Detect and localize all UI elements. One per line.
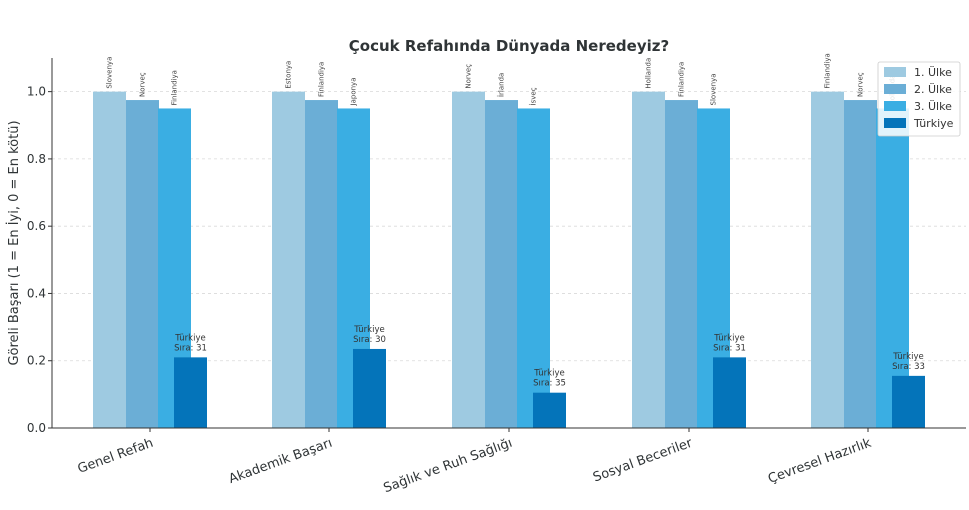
turkiye-label-line: Türkiye: [892, 352, 923, 362]
x-tick-label: Sağlık ve Ruh Sağlığı: [382, 436, 515, 497]
legend-label: 2. Ülke: [914, 83, 952, 96]
bar-label: Finlandiya: [678, 62, 686, 97]
bar-label: Finlandiya: [318, 62, 326, 97]
turkiye-label-line: Türkiye: [174, 333, 205, 343]
turkiye-label-line: Sıra: 30: [353, 335, 386, 345]
bar-2-lke-1: [305, 100, 338, 428]
y-tick-label: 0.0: [27, 421, 46, 435]
legend-label: 3. Ülke: [914, 100, 952, 113]
bar-label: Finlandiya: [171, 70, 179, 105]
legend-box: [877, 61, 961, 137]
y-tick-label: 0.4: [27, 286, 46, 300]
bar-t-rkiye-0: [174, 357, 207, 428]
bar-label: Norveç: [465, 64, 473, 89]
bar-label: Japonya: [350, 78, 358, 107]
x-tick-label: Akademik Başarı: [227, 436, 334, 487]
bar-3-lke-4: [876, 108, 909, 429]
turkiye-label: Türkiye Sıra: 33: [892, 352, 925, 372]
turkiye-label-line: Sıra: 31: [713, 343, 746, 353]
bar-t-rkiye-1: [353, 348, 386, 428]
x-tick-label: Sosyal Beceriler: [591, 435, 695, 485]
y-tick-label: 0.6: [27, 219, 46, 233]
bar-1-lke-4: [811, 91, 844, 429]
bar-t-rkiye-4: [892, 375, 925, 428]
y-tick-label: 1.0: [27, 85, 46, 99]
x-tick-label: Çevresel Hazırlık: [766, 436, 874, 487]
legend-label: 1. Ülke: [914, 66, 952, 79]
bar-1-lke-1: [272, 91, 305, 429]
chart-title: Çocuk Refahında Dünyada Neredeyiz?: [349, 37, 669, 55]
turkiye-label-line: Sıra: 33: [892, 362, 925, 372]
bar-3-lke-2: [517, 108, 550, 429]
turkiye-label: Türkiye Sıra: 31: [174, 333, 207, 353]
bar-1-lke-2: [452, 91, 485, 429]
turkiye-label-line: Sıra: 35: [533, 379, 566, 389]
x-ticks: Genel Refah Akademik Başarı Sağlık ve Ruh …: [76, 428, 874, 496]
y-tick-label: 0.2: [27, 354, 46, 368]
bar-label: Finlandiya: [824, 53, 832, 88]
turkiye-label: Türkiye Sıra: 31: [713, 333, 746, 353]
bar-1-lke-3: [632, 91, 665, 429]
bar-2-lke-4: [844, 100, 877, 428]
legend: 1. Ülke 2. Ülke 3. Ülke Türkiye: [877, 61, 961, 137]
bar-1-lke-0: [93, 91, 126, 429]
legend-label: Türkiye: [913, 117, 954, 130]
turkiye-label: Türkiye Sıra: 30: [353, 325, 386, 345]
turkiye-label: Türkiye Sıra: 35: [533, 369, 566, 389]
bar-2-lke-3: [665, 100, 698, 428]
legend-swatch: [884, 101, 906, 111]
y-axis-label: Göreli Başarı (1 = En İyi, 0 = En kötü): [6, 120, 22, 365]
turkiye-label-line: Türkiye: [533, 369, 564, 379]
bar-label: Slovenya: [106, 57, 114, 89]
bar-label: Estonya: [285, 61, 293, 89]
y-tick-label: 0.8: [27, 152, 46, 166]
turkiye-label-line: Türkiye: [353, 325, 384, 335]
legend-swatch: [884, 67, 906, 77]
legend-swatch: [884, 118, 906, 128]
bar-t-rkiye-3: [713, 357, 746, 428]
legend-swatch: [884, 84, 906, 94]
bar-label: İrlanda: [497, 73, 506, 97]
bar-label: Norveç: [857, 72, 865, 97]
turkiye-label-line: Sıra: 31: [174, 343, 207, 353]
y-ticks: 0.0 0.2 0.4 0.6 0.8 1.0: [27, 85, 52, 435]
x-tick-label: Genel Refah: [76, 436, 156, 477]
turkiye-label-line: Türkiye: [713, 333, 744, 343]
bar-2-lke-2: [485, 100, 518, 428]
bar-label: İsveç: [529, 87, 538, 105]
bars: [93, 91, 925, 429]
bar-2-lke-0: [126, 100, 159, 428]
bar-label: Hollanda: [645, 58, 653, 89]
bar-label: Slovenya: [710, 73, 718, 105]
bar-t-rkiye-2: [533, 392, 566, 428]
bar-label: Norveç: [139, 72, 147, 97]
